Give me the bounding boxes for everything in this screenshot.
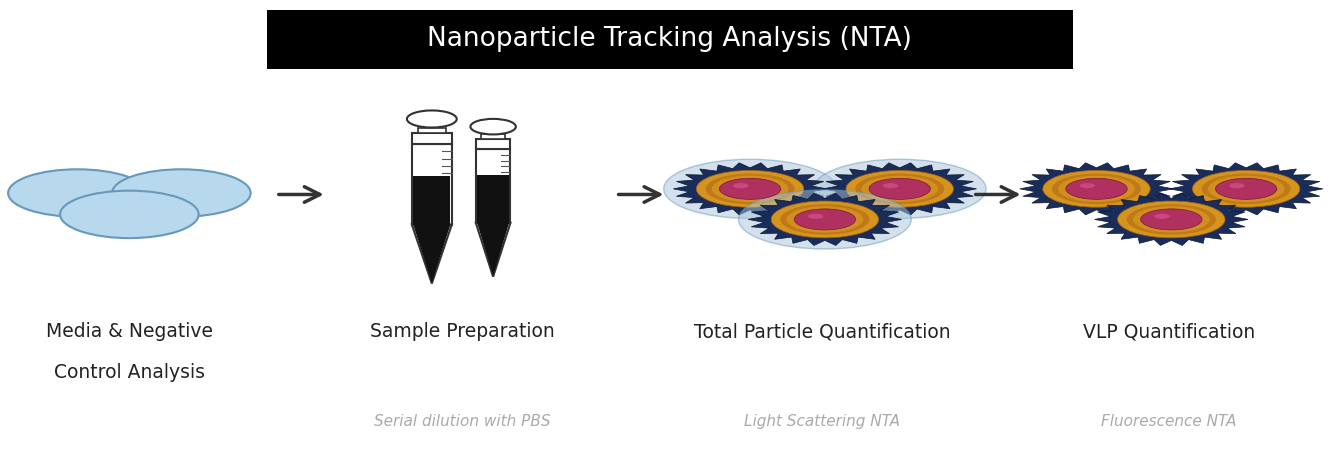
Circle shape [1052, 174, 1141, 204]
Polygon shape [823, 163, 977, 215]
Circle shape [407, 110, 456, 128]
Polygon shape [478, 223, 508, 276]
Circle shape [733, 183, 748, 188]
Polygon shape [673, 163, 827, 215]
Circle shape [1117, 201, 1226, 238]
Circle shape [862, 176, 938, 202]
Circle shape [1042, 170, 1151, 207]
Circle shape [696, 170, 804, 207]
Text: Media & Negative: Media & Negative [45, 322, 213, 341]
Circle shape [1202, 174, 1291, 204]
Polygon shape [1094, 194, 1248, 245]
Circle shape [1058, 176, 1135, 202]
FancyBboxPatch shape [476, 149, 510, 223]
Circle shape [883, 183, 898, 188]
FancyBboxPatch shape [412, 133, 452, 144]
Circle shape [771, 201, 879, 238]
Circle shape [60, 191, 198, 238]
Circle shape [664, 159, 836, 219]
FancyBboxPatch shape [412, 144, 452, 225]
Circle shape [1066, 178, 1127, 200]
Polygon shape [413, 225, 451, 283]
Circle shape [787, 206, 863, 232]
Circle shape [868, 178, 930, 200]
Polygon shape [412, 225, 452, 284]
Circle shape [8, 169, 147, 217]
FancyBboxPatch shape [480, 134, 506, 140]
Circle shape [1140, 209, 1202, 230]
FancyBboxPatch shape [417, 128, 446, 133]
FancyBboxPatch shape [413, 176, 451, 225]
Circle shape [855, 174, 945, 204]
FancyBboxPatch shape [266, 10, 1073, 69]
Circle shape [712, 176, 788, 202]
Circle shape [705, 174, 795, 204]
FancyBboxPatch shape [478, 175, 508, 223]
Text: Sample Preparation: Sample Preparation [371, 322, 555, 341]
Circle shape [1127, 204, 1216, 235]
Text: Serial dilution with PBS: Serial dilution with PBS [375, 413, 551, 429]
Polygon shape [1020, 163, 1173, 215]
Circle shape [112, 169, 250, 217]
Circle shape [808, 213, 823, 219]
Polygon shape [476, 223, 510, 277]
Polygon shape [748, 194, 902, 245]
Circle shape [1080, 183, 1094, 188]
Circle shape [1155, 213, 1169, 219]
Text: Nanoparticle Tracking Analysis (NTA): Nanoparticle Tracking Analysis (NTA) [427, 26, 913, 52]
Text: Light Scattering NTA: Light Scattering NTA [744, 413, 900, 429]
Circle shape [720, 178, 781, 200]
Circle shape [1230, 183, 1244, 188]
Circle shape [846, 170, 954, 207]
Circle shape [814, 159, 986, 219]
Circle shape [1192, 170, 1301, 207]
Circle shape [1133, 206, 1210, 232]
FancyBboxPatch shape [476, 140, 510, 149]
Circle shape [471, 119, 516, 134]
Circle shape [1208, 176, 1284, 202]
Polygon shape [1169, 163, 1323, 215]
Circle shape [739, 190, 911, 249]
Text: Fluorescence NTA: Fluorescence NTA [1101, 413, 1236, 429]
Text: Control Analysis: Control Analysis [54, 364, 205, 383]
Text: VLP Quantification: VLP Quantification [1082, 322, 1255, 341]
Circle shape [795, 209, 855, 230]
Text: Total Particle Quantification: Total Particle Quantification [694, 322, 950, 341]
Circle shape [1215, 178, 1276, 200]
Circle shape [780, 204, 870, 235]
